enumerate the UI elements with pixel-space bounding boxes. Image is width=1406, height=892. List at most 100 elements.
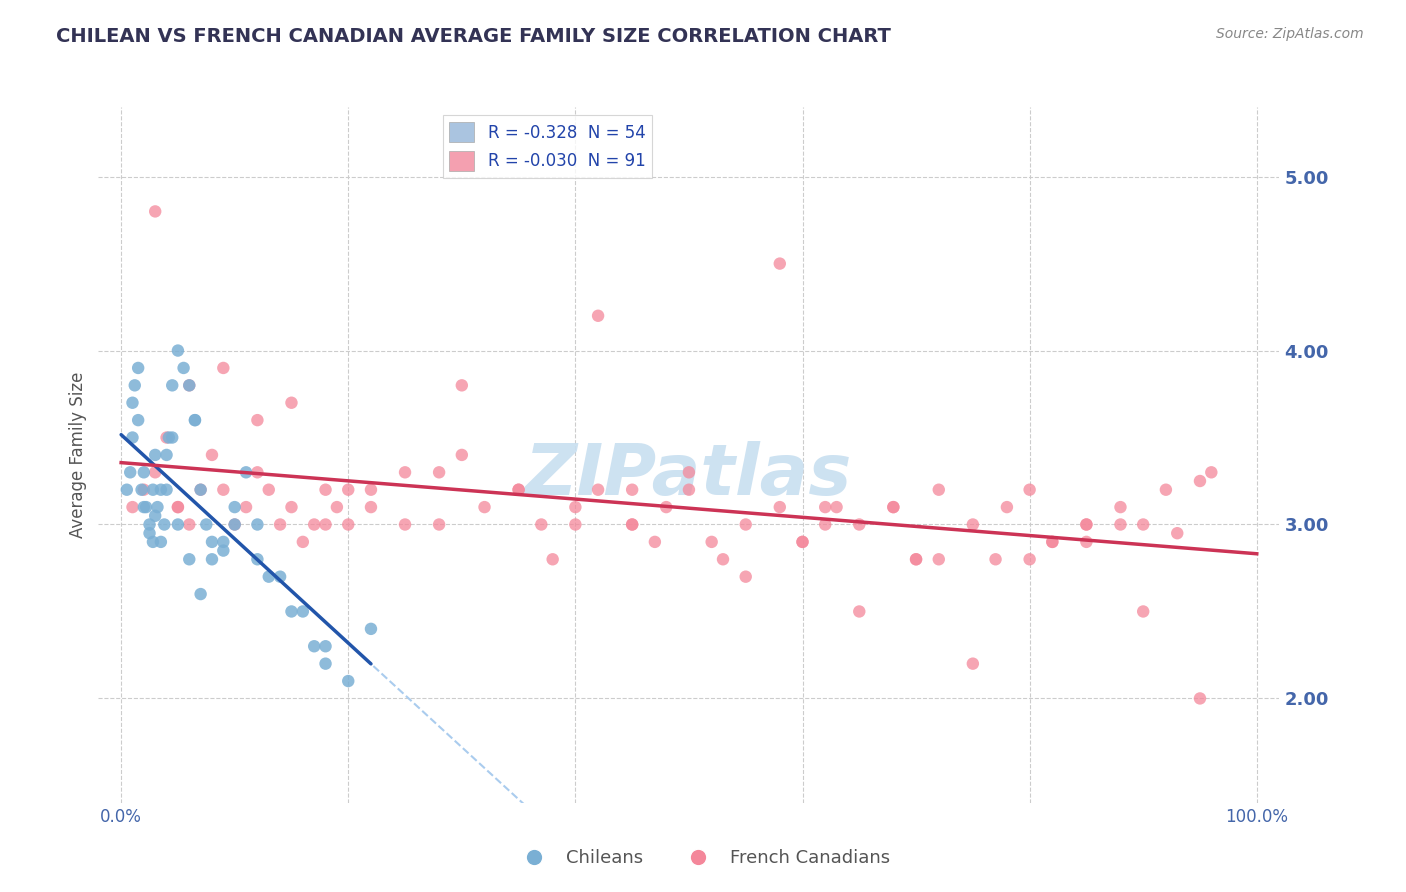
Point [246, 413, 269, 427]
Point [769, 500, 792, 514]
Point [280, 500, 302, 514]
Point [155, 483, 177, 497]
Point [508, 483, 530, 497]
Point [1040, 534, 1063, 549]
Point [235, 500, 257, 514]
Point [1201, 466, 1223, 480]
Point [360, 500, 382, 514]
Point [257, 483, 280, 497]
Point [905, 552, 928, 566]
Point [315, 483, 337, 497]
Point [132, 483, 155, 497]
Point [162, 431, 183, 445]
Point [155, 431, 177, 445]
Point [1154, 483, 1177, 497]
Text: ZIPatlas: ZIPatlas [526, 442, 852, 510]
Point [1109, 517, 1132, 532]
Point [315, 517, 337, 532]
Point [155, 448, 177, 462]
Point [127, 413, 149, 427]
Point [814, 500, 837, 514]
Point [269, 569, 291, 583]
Point [1188, 474, 1211, 488]
Point [167, 500, 190, 514]
Point [586, 483, 609, 497]
Point [337, 517, 360, 532]
Point [905, 552, 928, 566]
Point [190, 483, 212, 497]
Point [621, 517, 644, 532]
Point [508, 483, 530, 497]
Text: Source: ZipAtlas.com: Source: ZipAtlas.com [1216, 27, 1364, 41]
Point [224, 517, 246, 532]
Point [143, 508, 166, 523]
Point [212, 543, 235, 558]
Point [269, 517, 291, 532]
Point [1132, 605, 1154, 619]
Point [143, 448, 166, 462]
Point [814, 517, 837, 532]
Point [1166, 526, 1188, 541]
Point [121, 500, 143, 514]
Point [427, 517, 450, 532]
Point [143, 466, 166, 480]
Point [302, 639, 325, 653]
Point [530, 517, 553, 532]
Point [474, 500, 496, 514]
Point [246, 517, 269, 532]
Point [121, 396, 143, 410]
Point [1018, 483, 1040, 497]
Point [984, 552, 1007, 566]
Point [394, 466, 416, 480]
Point [167, 500, 190, 514]
Point [700, 534, 723, 549]
Legend: R = -0.328  N = 54, R = -0.030  N = 91: R = -0.328 N = 54, R = -0.030 N = 91 [443, 115, 652, 178]
Point [644, 534, 666, 549]
Point [212, 534, 235, 549]
Point [1188, 691, 1211, 706]
Y-axis label: Average Family Size: Average Family Size [69, 372, 87, 538]
Point [143, 204, 166, 219]
Point [769, 257, 792, 271]
Point [184, 413, 207, 427]
Point [142, 534, 165, 549]
Point [337, 483, 360, 497]
Point [291, 605, 314, 619]
Point [326, 500, 349, 514]
Point [621, 517, 644, 532]
Point [882, 500, 904, 514]
Point [224, 517, 246, 532]
Point [121, 431, 143, 445]
Point [280, 396, 302, 410]
Point [179, 378, 201, 392]
Point [360, 483, 382, 497]
Point [928, 552, 950, 566]
Point [184, 413, 207, 427]
Point [678, 483, 700, 497]
Point [1076, 534, 1098, 549]
Point [246, 552, 269, 566]
Point [138, 526, 160, 541]
Point [173, 361, 195, 376]
Point [337, 674, 360, 689]
Point [190, 587, 212, 601]
Point [302, 517, 325, 532]
Point [541, 552, 564, 566]
Point [115, 483, 138, 497]
Point [120, 466, 142, 480]
Point [131, 483, 153, 497]
Text: CHILEAN VS FRENCH CANADIAN AVERAGE FAMILY SIZE CORRELATION CHART: CHILEAN VS FRENCH CANADIAN AVERAGE FAMIL… [56, 27, 891, 45]
Point [995, 500, 1018, 514]
Point [586, 309, 609, 323]
Point [157, 431, 180, 445]
Point [167, 343, 190, 358]
Point [201, 448, 224, 462]
Point [1076, 517, 1098, 532]
Point [315, 657, 337, 671]
Point [149, 483, 172, 497]
Point [360, 622, 382, 636]
Point [848, 605, 870, 619]
Point [792, 534, 814, 549]
Point [190, 483, 212, 497]
Point [167, 517, 190, 532]
